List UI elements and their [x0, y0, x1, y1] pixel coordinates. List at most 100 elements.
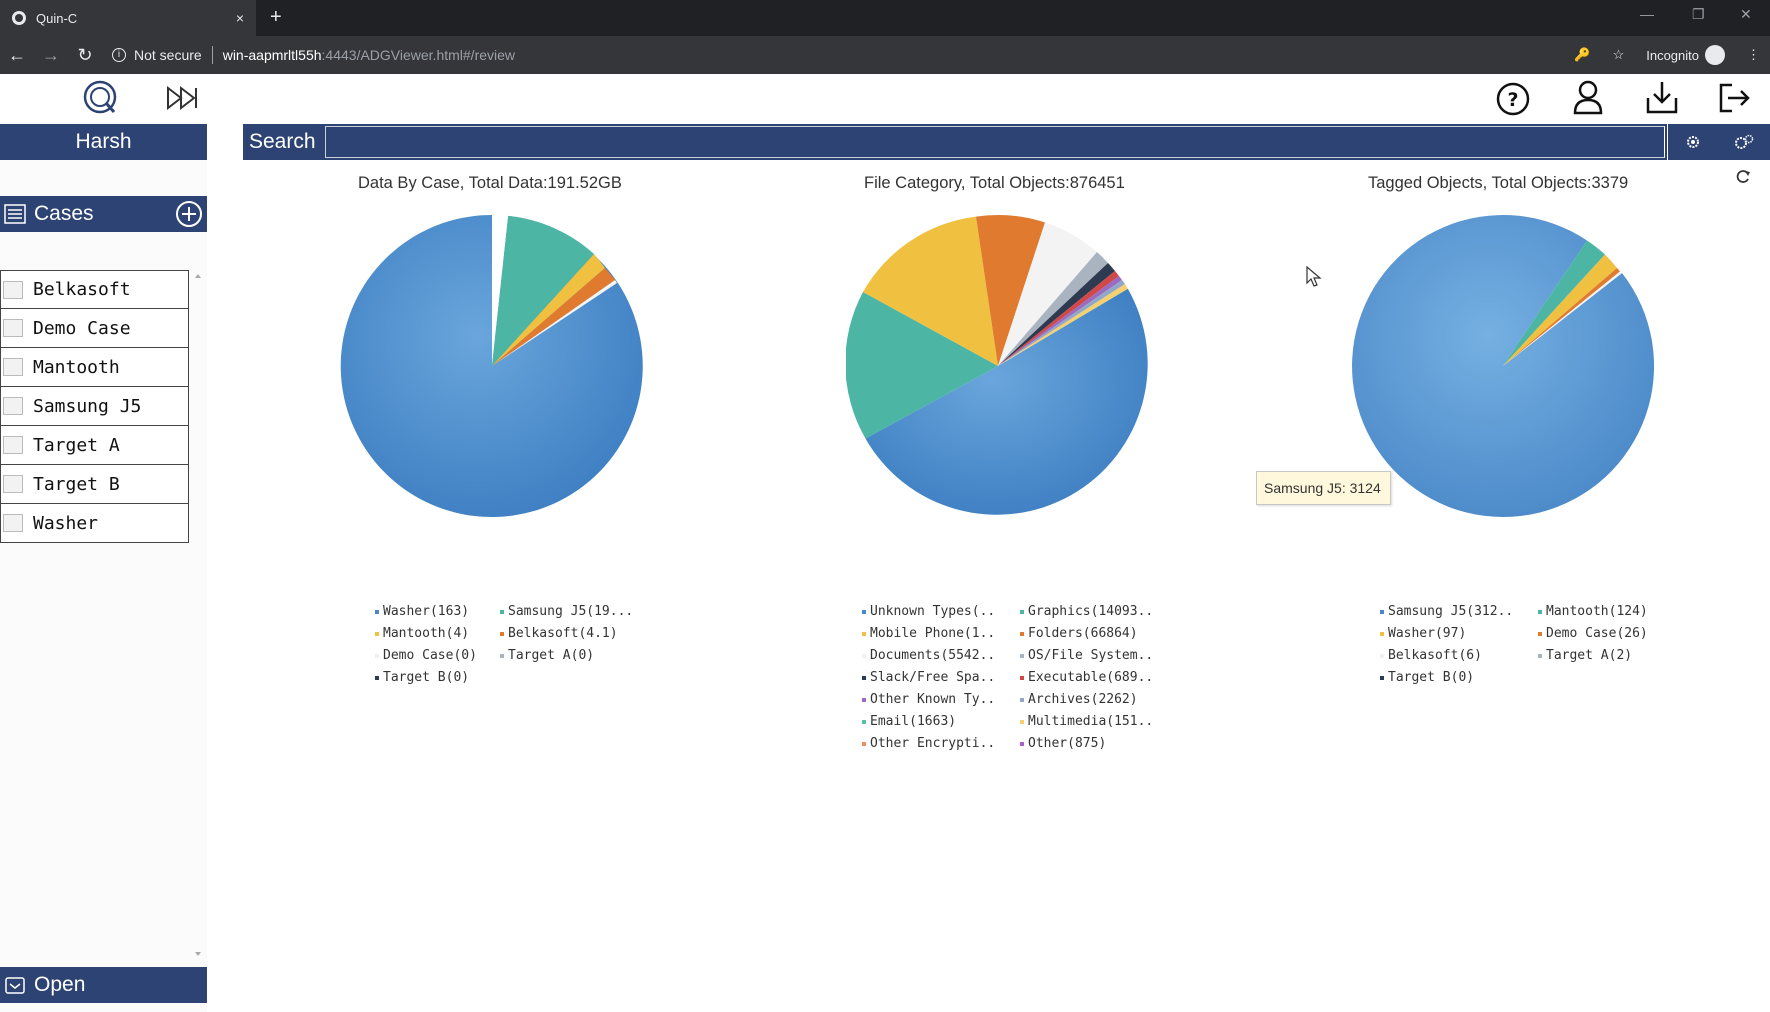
legend-label: Samsung J5(19...: [508, 604, 634, 619]
legend-item[interactable]: Archives(2262): [1020, 692, 1138, 707]
pie-chart-data-by-case[interactable]: [340, 214, 645, 519]
pie-slice[interactable]: [1503, 254, 1617, 367]
case-checkbox[interactable]: [3, 436, 23, 454]
legend-item[interactable]: Slack/Free Spa..: [862, 670, 995, 685]
case-checkbox[interactable]: [3, 475, 23, 493]
key-icon[interactable]: 🔑: [1574, 47, 1591, 62]
window-close-icon[interactable]: ✕: [1740, 6, 1752, 22]
case-item[interactable]: Belkasoft: [0, 270, 189, 309]
legend-item[interactable]: Demo Case(0): [375, 648, 477, 663]
pie-slice[interactable]: [998, 263, 1115, 366]
case-label: Washer: [33, 512, 99, 534]
legend-item[interactable]: Target A(0): [500, 648, 594, 663]
pie-slice[interactable]: [492, 268, 615, 366]
legend-item[interactable]: Folders(66864): [1020, 626, 1138, 641]
legend-item[interactable]: Graphics(14093..: [1020, 604, 1153, 619]
help-icon[interactable]: ?: [1496, 82, 1530, 116]
pie-chart-file-category[interactable]: [846, 214, 1151, 519]
pie-slice[interactable]: [998, 252, 1108, 366]
gear-icon[interactable]: [1685, 134, 1701, 150]
case-item[interactable]: Demo Case: [0, 309, 189, 348]
pie-slice[interactable]: [846, 292, 998, 439]
case-item[interactable]: Samsung J5: [0, 387, 189, 426]
pie-slice[interactable]: [865, 288, 1148, 515]
legend-item[interactable]: Executable(689..: [1020, 670, 1153, 685]
pie-slice[interactable]: [492, 254, 605, 366]
legend-item[interactable]: Mantooth(4): [375, 626, 469, 641]
legend-item[interactable]: Other Known Ty..: [862, 692, 995, 707]
pie-slice[interactable]: [863, 216, 998, 366]
legend-item[interactable]: Samsung J5(19...: [500, 604, 633, 619]
pie-slice[interactable]: [998, 271, 1119, 366]
pie-slice[interactable]: [492, 280, 617, 366]
tab-close-icon[interactable]: ×: [235, 10, 244, 26]
download-icon[interactable]: [1645, 80, 1679, 116]
incognito-indicator[interactable]: Incognito: [1646, 45, 1725, 65]
legend-item[interactable]: Other(875): [1020, 736, 1106, 751]
legend-item[interactable]: Washer(97): [1380, 626, 1466, 641]
pie-slice[interactable]: [998, 284, 1128, 366]
legend-item[interactable]: Samsung J5(312..: [1380, 604, 1513, 619]
back-icon[interactable]: ←: [8, 44, 26, 65]
legend-label: Archives(2262): [1028, 692, 1138, 707]
legend-item[interactable]: Belkasoft(4.1): [500, 626, 618, 641]
legend-item[interactable]: Mobile Phone(1..: [862, 626, 995, 641]
pie-slice[interactable]: [976, 214, 1045, 366]
legend-item[interactable]: Documents(5542..: [862, 648, 995, 663]
reload-icon[interactable]: ↻: [77, 44, 93, 65]
pie-slice[interactable]: [492, 215, 594, 366]
user-icon[interactable]: [1572, 80, 1604, 116]
pie-slice[interactable]: [1352, 215, 1655, 518]
legend-item[interactable]: Multimedia(151..: [1020, 714, 1153, 729]
case-item[interactable]: Target B: [0, 465, 189, 504]
legend-item[interactable]: OS/File System..: [1020, 648, 1153, 663]
search-logo-icon[interactable]: [82, 80, 118, 116]
pie-slice[interactable]: [1503, 268, 1620, 366]
legend-item[interactable]: Target B(0): [1380, 670, 1474, 685]
legend-item[interactable]: Target B(0): [375, 670, 469, 685]
case-label: Demo Case: [33, 317, 131, 339]
info-icon[interactable]: i: [112, 48, 126, 62]
pie-slice[interactable]: [998, 280, 1125, 366]
case-item[interactable]: Target A: [0, 426, 189, 465]
menu-icon[interactable]: ⋮: [1747, 47, 1760, 62]
legend-item[interactable]: Mantooth(124): [1538, 604, 1648, 619]
legend-item[interactable]: Washer(163): [375, 604, 469, 619]
add-case-icon[interactable]: [175, 200, 203, 228]
list-icon: [4, 204, 26, 224]
case-checkbox[interactable]: [3, 397, 23, 415]
case-item[interactable]: Mantooth: [0, 348, 189, 387]
new-tab-icon[interactable]: +: [270, 6, 282, 28]
legend-item[interactable]: Demo Case(26): [1538, 626, 1648, 641]
pie-slice[interactable]: [998, 222, 1097, 367]
legend-item[interactable]: Target A(2): [1538, 648, 1632, 663]
fast-forward-icon[interactable]: [166, 86, 198, 110]
search-input[interactable]: [325, 126, 1665, 158]
case-checkbox[interactable]: [3, 280, 23, 299]
advanced-settings-icon[interactable]: [1734, 134, 1754, 150]
pie-slice[interactable]: [1503, 271, 1622, 367]
case-list-scrollbar[interactable]: [193, 270, 203, 960]
incognito-icon: [1705, 45, 1725, 65]
restore-icon[interactable]: ❐: [1692, 6, 1705, 22]
forward-icon[interactable]: →: [42, 44, 60, 65]
legend-item[interactable]: Email(1663): [862, 714, 956, 729]
logout-icon[interactable]: [1718, 82, 1752, 114]
browser-tab[interactable]: Quin-C ×: [0, 0, 256, 36]
legend-item[interactable]: Unknown Types(..: [862, 604, 995, 619]
open-button[interactable]: Open: [0, 967, 207, 1003]
legend-item[interactable]: Other Encrypti..: [862, 736, 995, 751]
case-item[interactable]: Washer: [0, 504, 189, 543]
legend-item[interactable]: Belkasoft(6): [1380, 648, 1482, 663]
pie-slice[interactable]: [1503, 240, 1605, 367]
minimize-icon[interactable]: —: [1640, 6, 1654, 22]
case-checkbox[interactable]: [3, 514, 23, 532]
case-checkbox[interactable]: [3, 358, 23, 376]
pie-chart-tagged-objects[interactable]: [1351, 214, 1656, 519]
star-icon[interactable]: ☆: [1612, 47, 1625, 62]
refresh-icon[interactable]: [1735, 168, 1751, 184]
pie-slice[interactable]: [998, 276, 1122, 366]
url-field[interactable]: i Not secure win-aapmrltl55h :4443/ADGVi…: [112, 46, 515, 64]
case-checkbox[interactable]: [3, 319, 23, 337]
top-toolbar: ?: [0, 74, 1770, 122]
